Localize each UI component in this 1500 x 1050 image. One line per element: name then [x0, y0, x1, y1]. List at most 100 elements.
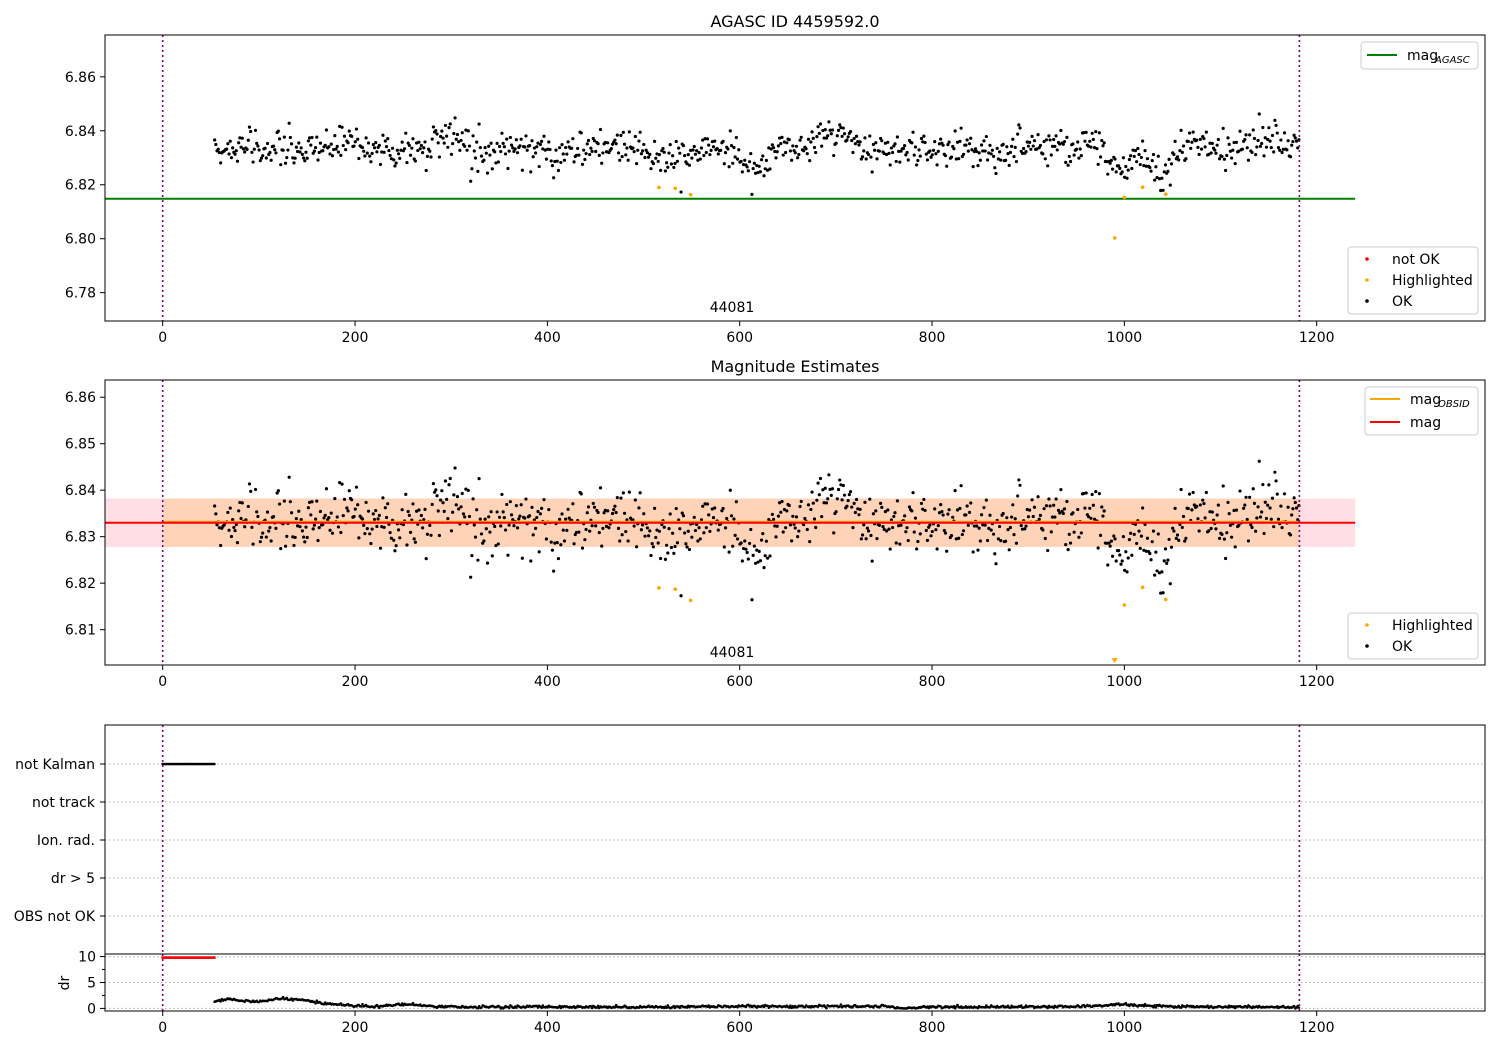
ok-point	[274, 526, 278, 530]
ok-point	[1089, 145, 1093, 149]
ok-point	[377, 513, 381, 517]
x-tick-label: 400	[534, 330, 561, 346]
ok-point	[1202, 501, 1206, 506]
ok-point	[590, 524, 594, 528]
ok-point	[357, 156, 361, 161]
ok-point	[728, 488, 732, 492]
ok-point	[435, 132, 439, 136]
ok-point	[1154, 165, 1158, 169]
highlighted-point	[1112, 236, 1117, 240]
ok-point	[663, 169, 668, 173]
ok-point	[473, 156, 478, 160]
ok-point	[661, 146, 665, 151]
ok-point	[417, 140, 421, 144]
ok-point	[964, 513, 968, 517]
ok-point	[860, 533, 865, 537]
ok-point	[1017, 478, 1021, 482]
ok-point	[656, 159, 660, 164]
ok-point	[759, 158, 764, 162]
ok-point	[639, 528, 643, 532]
ok-point	[755, 163, 759, 168]
ok-point	[1191, 130, 1195, 134]
ok-point	[731, 544, 735, 548]
ok-point	[382, 525, 386, 529]
ok-point	[969, 136, 973, 140]
ok-point	[558, 146, 562, 150]
ok-point	[1048, 504, 1052, 508]
ok-point	[942, 528, 946, 533]
ok-point	[1091, 137, 1095, 142]
ok-point	[1286, 139, 1290, 143]
ok-point	[889, 146, 894, 150]
ok-point	[899, 149, 903, 153]
ok-point	[881, 525, 885, 529]
ok-point	[762, 566, 766, 570]
ok-point	[366, 141, 371, 145]
ok-point	[626, 539, 630, 543]
ok-point	[556, 168, 561, 173]
ok-point	[515, 151, 520, 155]
y-tick-label: 5	[87, 976, 96, 992]
ok-point	[1191, 490, 1195, 495]
ok-point	[316, 538, 320, 543]
ok-point	[245, 147, 249, 151]
ok-point	[679, 594, 683, 598]
ok-point	[537, 164, 541, 169]
ok-point	[392, 158, 396, 162]
ok-point	[1047, 497, 1051, 501]
ok-point	[965, 504, 969, 508]
ok-point	[678, 527, 682, 531]
ok-point	[1008, 525, 1013, 530]
ok-point	[257, 148, 261, 152]
ok-point	[317, 525, 321, 530]
ok-point	[1124, 550, 1128, 554]
ok-point	[227, 152, 231, 156]
ok-point	[769, 147, 773, 151]
ok-point	[217, 150, 222, 155]
ok-point	[690, 535, 694, 539]
ok-point	[1270, 133, 1275, 138]
ok-point	[1155, 176, 1159, 180]
ok-point	[646, 534, 651, 538]
ok-point	[370, 527, 374, 531]
ok-point	[1059, 488, 1063, 492]
ok-point	[562, 539, 567, 543]
ok-point	[848, 490, 853, 494]
ok-point	[600, 544, 604, 548]
ok-point	[234, 149, 238, 153]
ok-point	[1201, 498, 1205, 502]
ok-point	[288, 135, 292, 140]
dr-point	[1226, 1006, 1230, 1009]
ok-point	[941, 513, 945, 517]
ok-point	[1071, 142, 1075, 146]
dr-point	[315, 999, 319, 1003]
ok-point	[461, 512, 466, 516]
ok-point	[918, 532, 922, 536]
ok-point	[1263, 136, 1267, 140]
ok-point	[582, 148, 586, 152]
ok-point	[633, 498, 637, 502]
ok-point	[363, 154, 367, 158]
ok-point	[915, 547, 919, 551]
ok-point	[342, 497, 347, 501]
ok-point	[1095, 147, 1099, 151]
ok-point	[746, 169, 750, 173]
ok-point	[666, 165, 670, 169]
ok-point	[482, 158, 486, 162]
ok-point	[484, 151, 488, 155]
ok-point	[797, 529, 801, 533]
highlighted-point	[673, 587, 678, 592]
ok-point	[888, 547, 892, 551]
ok-point	[360, 517, 365, 521]
ok-point	[294, 145, 298, 149]
ok-point	[1108, 161, 1112, 165]
ok-point	[865, 526, 869, 530]
ok-point	[1251, 128, 1255, 132]
ok-point	[607, 526, 611, 530]
ok-point	[222, 523, 226, 527]
ok-point	[229, 156, 234, 160]
ok-point	[808, 539, 812, 544]
ok-point	[806, 137, 811, 141]
ok-point	[1167, 537, 1171, 542]
ok-point	[233, 152, 237, 156]
